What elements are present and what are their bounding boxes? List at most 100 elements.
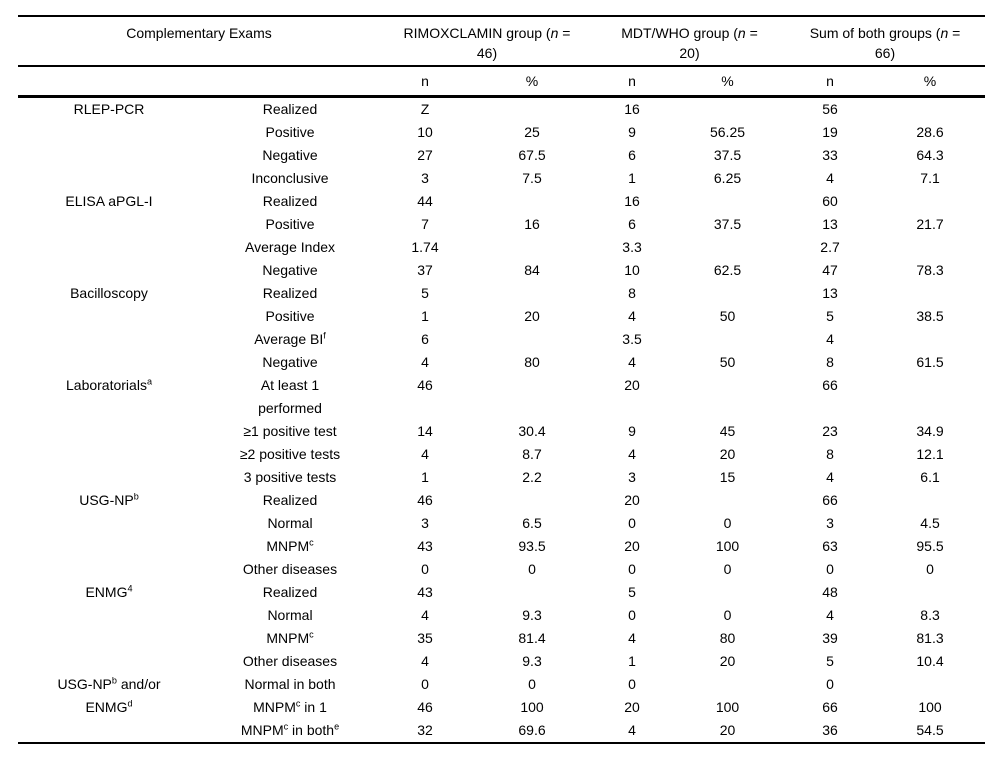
value-cell: 8.3 (920, 606, 940, 623)
value-cell: 8 (628, 284, 636, 301)
value-cell (670, 489, 785, 512)
row-label-cell: MNPMc in bothe (240, 720, 340, 738)
row-label-cell: ≥1 positive test (243, 422, 337, 439)
value-cell: 44 (417, 192, 433, 209)
value-cell: 10.4 (916, 652, 944, 669)
column-header-rimoxclamin-group: RIMOXCLAMIN group (n = 46) (380, 16, 595, 67)
value-cell: 38.5 (916, 307, 944, 324)
table-row: Positive 10 25 9 56.25 19 28.6 (18, 121, 985, 144)
value-cell: 60 (822, 192, 838, 209)
value-cell: 6.1 (920, 468, 940, 485)
value-cell: 16 (524, 215, 540, 232)
exam-name-cell (18, 466, 200, 489)
value-cell: 0 (826, 675, 834, 692)
row-label-cell: Normal (267, 606, 313, 623)
value-cell (875, 673, 985, 696)
complementary-exams-table: Complementary Exams RIMOXCLAMIN group (n… (18, 15, 986, 744)
value-cell: 81.3 (916, 629, 944, 646)
value-cell (875, 282, 985, 305)
table-row: Normal 3 6.5 0 0 3 4.5 (18, 512, 985, 535)
table-row: 3 positive tests 1 2.2 3 15 4 6.1 (18, 466, 985, 489)
table-row: ≥2 positive tests 4 8.7 4 20 8 12.1 (18, 443, 985, 466)
exam-name-cell (18, 167, 200, 190)
subheader-n-mdtwho: n (594, 66, 671, 98)
row-label-cell: 3 positive tests (243, 468, 337, 485)
value-cell (875, 96, 985, 121)
value-cell: 2.7 (820, 238, 840, 255)
table-row: MNPMc 43 93.5 20 100 63 95.5 (18, 535, 985, 558)
value-cell: 0 (826, 560, 834, 577)
value-cell: 61.5 (916, 353, 944, 370)
table-row: Inconclusive 3 7.5 1 6.25 4 7.1 (18, 167, 985, 190)
exam-name-cell (18, 305, 200, 328)
value-cell: 84 (524, 261, 540, 278)
row-label-cell: MNPMc (266, 536, 314, 554)
value-cell: 13 (822, 284, 838, 301)
table-row: MNPMc in bothe 32 69.6 4 20 36 54.5 (18, 719, 985, 743)
value-cell: 4.5 (920, 514, 940, 531)
value-cell: 16 (624, 192, 640, 209)
value-cell: 32 (417, 721, 433, 738)
value-cell: 48 (822, 583, 838, 600)
exam-name-cell (18, 420, 200, 443)
table-row: Other diseases 4 9.3 1 20 5 10.4 (18, 650, 985, 673)
row-label-cell: ≥2 positive tests (239, 445, 341, 462)
value-cell: 13 (822, 215, 838, 232)
value-cell: 6 (628, 146, 636, 163)
value-cell: 4 (826, 169, 834, 186)
value-cell: 93.5 (518, 537, 546, 554)
row-label-cell: Realized (262, 583, 318, 600)
value-cell (875, 328, 985, 351)
value-cell: 1 (628, 652, 636, 669)
value-cell: 3 (826, 514, 834, 531)
value-cell: 3 (628, 468, 636, 485)
value-cell: 66 (822, 698, 838, 715)
value-cell: 8.7 (522, 445, 542, 462)
value-cell: 3 (421, 514, 429, 531)
value-cell: 4 (628, 445, 636, 462)
row-label-cell: MNPMc (266, 628, 314, 646)
value-cell: 28.6 (916, 123, 944, 140)
value-cell: 80 (524, 353, 540, 370)
row-label-cell: Positive (265, 215, 315, 232)
value-cell: 100 (520, 698, 544, 715)
paper-table-figure: Complementary Exams RIMOXCLAMIN group (n… (18, 15, 986, 744)
value-cell: 4 (826, 468, 834, 485)
value-cell: 25 (524, 123, 540, 140)
value-cell: 1 (421, 468, 429, 485)
column-header-complementary-exams: Complementary Exams (18, 16, 380, 67)
value-cell: 4 (628, 353, 636, 370)
value-cell: 66 (822, 376, 838, 393)
value-cell: 80 (719, 629, 736, 646)
value-cell: 1 (628, 169, 636, 186)
value-cell: 0 (723, 514, 732, 531)
value-cell: 15 (719, 468, 736, 485)
table-row: Other diseases 0 0 0 0 0 0 (18, 558, 985, 581)
value-cell (470, 236, 594, 259)
subheader-row: n % n % n % (18, 66, 986, 98)
value-cell: 7 (421, 215, 429, 232)
value-cell: 45 (719, 422, 736, 439)
value-cell: 50 (719, 353, 736, 370)
value-cell: 36 (822, 721, 838, 738)
value-cell (470, 581, 594, 604)
value-cell: 5 (826, 307, 834, 324)
row-label-cell: Positive (265, 307, 315, 324)
value-cell (470, 282, 594, 305)
value-cell: 20 (624, 491, 640, 508)
value-cell: 66 (822, 491, 838, 508)
row-label-cell: Realized (262, 100, 318, 117)
value-cell: 8 (826, 353, 834, 370)
value-cell: 21.7 (916, 215, 944, 232)
value-cell: 0 (723, 560, 732, 577)
value-cell: 6 (628, 215, 636, 232)
value-cell: 43 (417, 537, 433, 554)
value-cell: 4 (628, 721, 636, 738)
value-cell (670, 282, 785, 305)
row-label-cell: Negative (262, 353, 318, 370)
value-cell: 6 (421, 330, 429, 347)
row-label-cell: Normal (267, 514, 313, 531)
table-row: Normal 4 9.3 0 0 4 8.3 (18, 604, 985, 627)
value-cell (670, 236, 785, 259)
value-cell: 64.3 (916, 146, 944, 163)
